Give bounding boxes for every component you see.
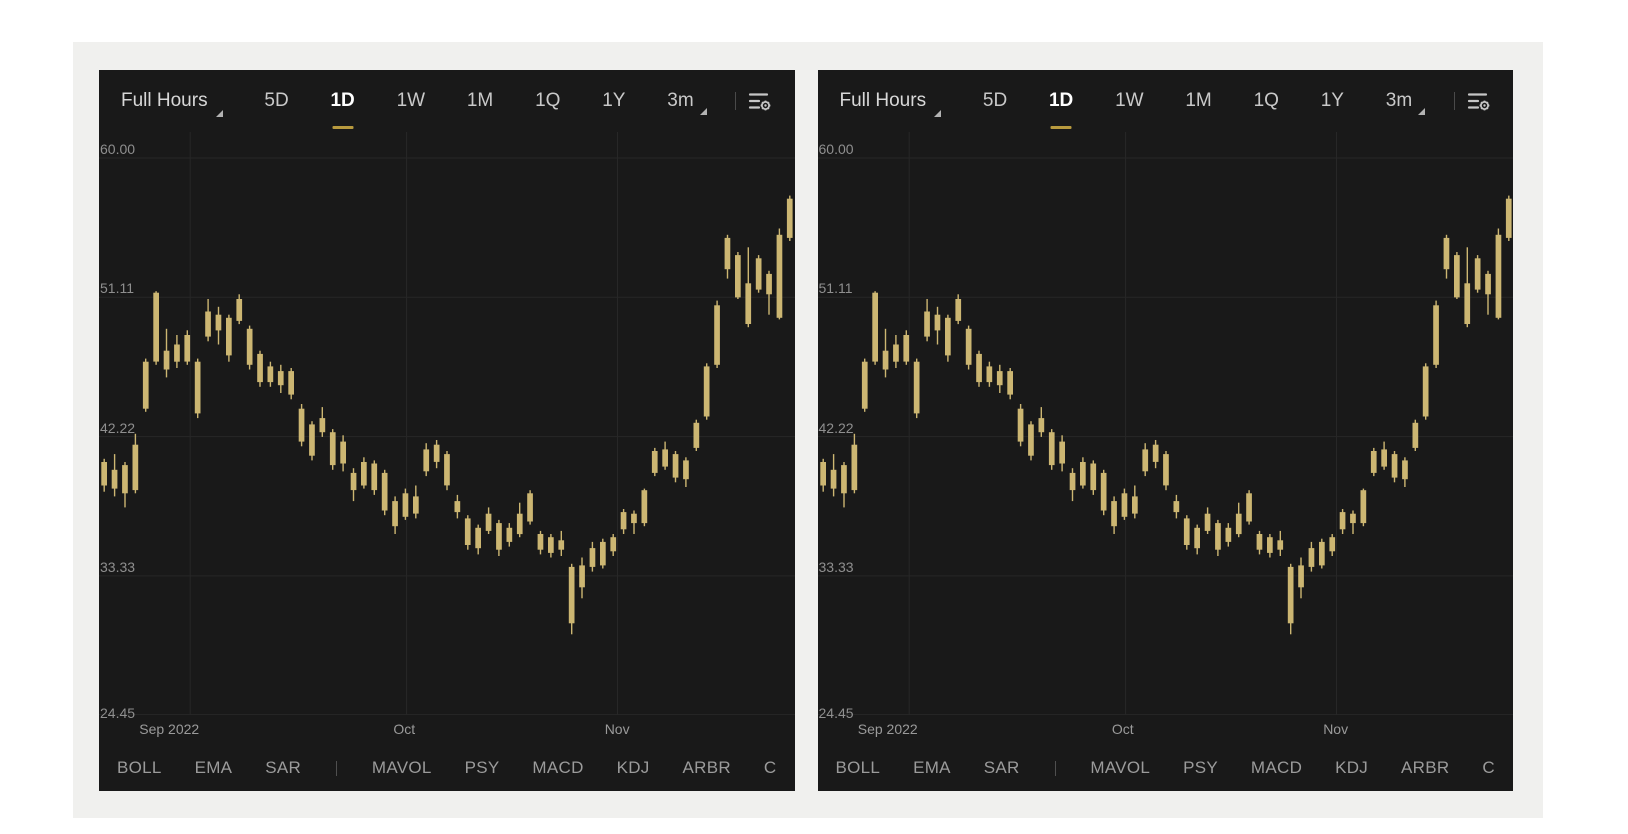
tab-5d[interactable]: 5D (264, 70, 288, 132)
toolbar-divider (1453, 92, 1455, 110)
x-axis-label-sep: Sep 2022 (857, 721, 918, 738)
indicator-divider (336, 760, 337, 776)
indicator-kdj[interactable]: KDJ (1335, 758, 1369, 777)
session-label: Full Hours (839, 90, 927, 111)
chart-panel-left: Full Hours 5D 1D 1W 1M 1Q 1Y 3m (99, 70, 795, 791)
indicator-macd[interactable]: MACD (1250, 758, 1303, 777)
indicator-c-clipped[interactable]: C (763, 758, 777, 777)
tab-label: 1Q (535, 90, 561, 111)
tab-1q[interactable]: 1Q (535, 70, 560, 132)
tab-1d[interactable]: 1D (1049, 70, 1073, 132)
indicator-boll[interactable]: BOLL (835, 758, 881, 777)
x-axis-label-oct: Oct (393, 721, 416, 738)
chart-toolbar: Full Hours 5D 1D 1W 1M 1Q 1Y 3m (818, 70, 1514, 132)
indicator-psy[interactable]: PSY (464, 758, 500, 777)
tab-1m[interactable]: 1M (467, 70, 493, 132)
indicator-sar[interactable]: SAR (983, 758, 1020, 777)
chart-settings-icon[interactable] (748, 91, 772, 112)
indicator-mavol[interactable]: MAVOL (1090, 758, 1151, 777)
tab-label: 1W (1115, 90, 1144, 111)
chart-settings-icon[interactable] (1467, 91, 1491, 112)
x-axis-label-oct: Oct (1111, 721, 1134, 738)
toolbar-right-group (735, 70, 772, 132)
indicator-boll[interactable]: BOLL (117, 758, 162, 777)
indicator-bar: BOLL EMA SAR MAVOL PSY MACD KDJ ARBR C (818, 745, 1514, 791)
indicator-arbr[interactable]: ARBR (1401, 758, 1450, 777)
candlestick-chart (99, 132, 795, 715)
tab-1w[interactable]: 1W (1115, 70, 1144, 132)
tab-label: 1W (396, 90, 426, 111)
session-selector[interactable]: Full Hours (121, 90, 223, 117)
tab-label: 1M (1185, 90, 1212, 111)
indicator-arbr[interactable]: ARBR (682, 758, 731, 777)
chart-card: Full Hours 5D 1D 1W 1M 1Q 1Y 3m (73, 42, 1543, 818)
chart-panel-right: Full Hours 5D 1D 1W 1M 1Q 1Y 3m (817, 70, 1514, 791)
x-axis-label-sep: Sep 2022 (139, 721, 200, 738)
indicator-divider (1054, 760, 1056, 776)
x-axis-label-nov: Nov (604, 721, 630, 738)
session-label: Full Hours (121, 90, 208, 111)
tab-1w[interactable]: 1W (397, 70, 426, 132)
indicator-psy[interactable]: PSY (1183, 758, 1218, 777)
tab-3m[interactable]: 3m (1385, 70, 1426, 132)
dropdown-corner-icon (699, 108, 707, 115)
toolbar-right-group (1453, 70, 1491, 132)
tab-label: 1D (1048, 90, 1074, 111)
tab-label: 5D (982, 90, 1008, 111)
tab-1d[interactable]: 1D (330, 70, 354, 132)
toolbar-divider (735, 92, 737, 110)
tab-3m[interactable]: 3m (667, 70, 707, 132)
dropdown-corner-icon (215, 110, 223, 117)
indicator-mavol[interactable]: MAVOL (371, 758, 432, 777)
tab-label: 1M (466, 90, 494, 111)
indicator-ema[interactable]: EMA (194, 758, 233, 777)
x-axis: Sep 2022 Oct Nov (99, 715, 795, 745)
tab-label: 1Q (1253, 90, 1279, 111)
tab-1q[interactable]: 1Q (1254, 70, 1279, 132)
session-selector[interactable]: Full Hours (839, 90, 942, 117)
indicator-ema[interactable]: EMA (913, 758, 951, 777)
tab-label: 1Y (1320, 90, 1344, 111)
tab-1m[interactable]: 1M (1185, 70, 1211, 132)
indicator-c-clipped[interactable]: C (1482, 758, 1495, 777)
x-axis-label-nov: Nov (1323, 721, 1349, 738)
chart-plot-area[interactable]: 60.00 51.11 42.22 33.33 24.45 (817, 132, 1513, 721)
dropdown-corner-icon (934, 110, 942, 117)
chart-plot-area[interactable]: 60.00 51.11 42.22 33.33 24.45 (99, 132, 795, 721)
tab-label: 5D (264, 90, 289, 111)
tab-label: 3m (1385, 90, 1413, 111)
dropdown-corner-icon (1418, 108, 1426, 115)
x-axis: Sep 2022 Oct Nov (818, 715, 1514, 745)
tab-label: 3m (667, 90, 694, 111)
tab-5d[interactable]: 5D (983, 70, 1007, 132)
chart-toolbar: Full Hours 5D 1D 1W 1M 1Q 1Y 3m (99, 70, 795, 132)
tab-label: 1Y (602, 90, 626, 111)
indicator-bar: BOLL EMA SAR MAVOL PSY MACD KDJ ARBR C (99, 745, 795, 791)
tab-1y[interactable]: 1Y (602, 70, 625, 132)
tab-1y[interactable]: 1Y (1321, 70, 1344, 132)
indicator-kdj[interactable]: KDJ (616, 758, 650, 777)
candlestick-chart (817, 132, 1513, 715)
indicator-sar[interactable]: SAR (265, 758, 302, 777)
indicator-macd[interactable]: MACD (532, 758, 584, 777)
tab-label: 1D (330, 90, 355, 111)
